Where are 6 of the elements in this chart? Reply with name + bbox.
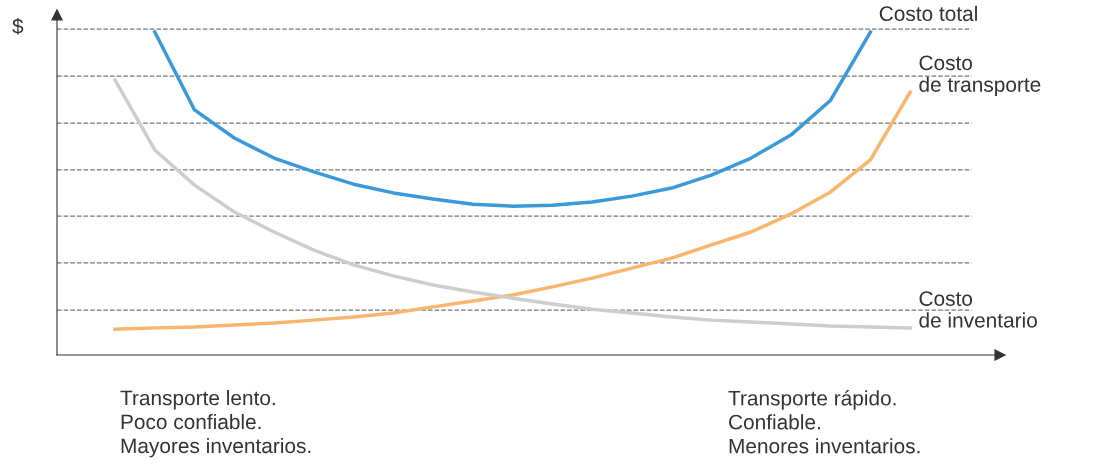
- text: Transporte rápido. Confiable. Menores inventarios.: [728, 390, 920, 454]
- y-axis-title: $: [12, 17, 24, 35]
- series-label: Costo de transporte: [919, 55, 1041, 97]
- series-label: Costo total: [879, 5, 977, 22]
- text: Transporte lento. Poco confiable. Mayores inventarios.: [120, 390, 311, 458]
- series-label: Costo de inventario: [919, 291, 1037, 328]
